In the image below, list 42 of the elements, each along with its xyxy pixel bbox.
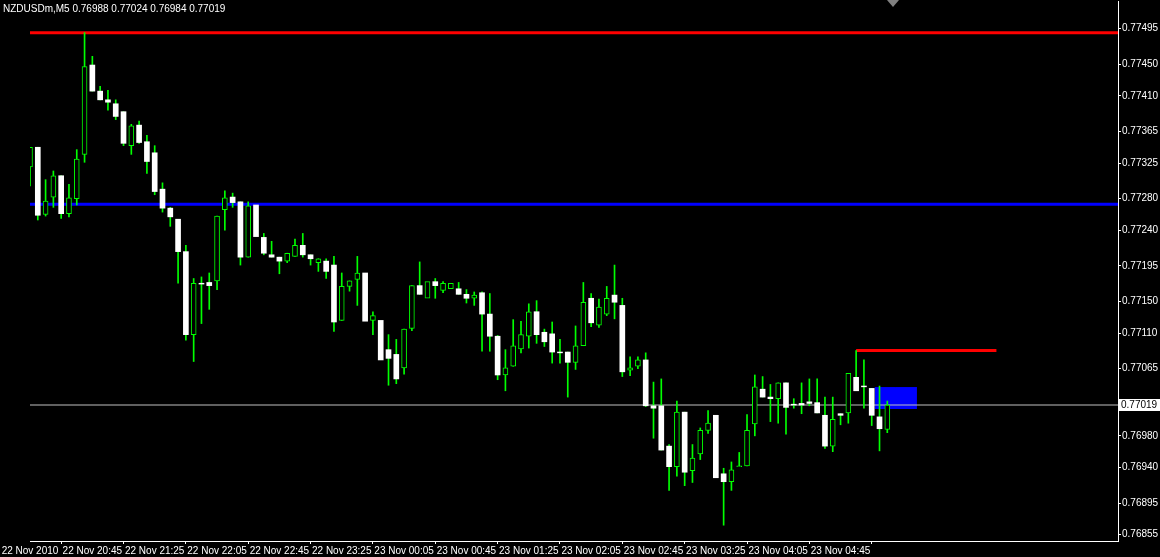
candlestick (253, 204, 259, 237)
x-tick-label: 22 Nov 20:45 (62, 544, 123, 556)
y-tick-label: 0.77150 (1122, 295, 1159, 307)
y-tick-label: 0.77280 (1122, 192, 1159, 204)
x-tick-label: 22 Nov 21:25 (124, 544, 185, 556)
x-tick-label: 22 Nov 22:45 (249, 544, 310, 556)
x-tick-label: 23 Nov 00:45 (436, 544, 497, 556)
x-tick-label: 22 Nov 23:25 (312, 544, 372, 556)
x-tick-label: 22 Nov 22:05 (187, 544, 248, 556)
candlestick (370, 311, 376, 335)
x-tick-label: 23 Nov 04:45 (810, 544, 871, 556)
chart-title: NZDUSDm,M5 0.76988 0.77024 0.76984 0.77019 (3, 2, 226, 14)
candlestick (448, 282, 454, 290)
candlestick (105, 90, 111, 111)
candlestick (206, 272, 213, 310)
y-tick-label: 0.76855 (1122, 528, 1159, 540)
y-tick-label: 0.77240 (1122, 224, 1159, 236)
x-tick-label: 22 Nov 2010 (1, 544, 59, 556)
ref-line-label: 0.77019 (1121, 398, 1158, 410)
y-tick-label: 0.77410 (1122, 89, 1159, 101)
x-tick-label: 23 Nov 02:45 (623, 544, 684, 556)
x-tick-label: 23 Nov 02:05 (561, 544, 622, 556)
candlestick (362, 272, 368, 322)
candlestick (736, 452, 743, 468)
y-tick-label: 0.76980 (1122, 429, 1159, 441)
y-tick-label: 0.76940 (1122, 461, 1159, 473)
y-tick-label: 0.77365 (1122, 125, 1159, 137)
y-tick-label: 0.77065 (1122, 362, 1159, 374)
y-tick-label: 0.77110 (1122, 326, 1158, 338)
x-tick-label: 23 Nov 00:05 (374, 544, 435, 556)
y-tick-label: 0.76895 (1122, 496, 1159, 508)
y-tick-label: 0.77325 (1122, 156, 1159, 168)
candlestick (432, 278, 439, 299)
y-tick-label: 0.77195 (1122, 259, 1159, 271)
x-tick-label: 23 Nov 04:05 (748, 544, 809, 556)
x-tick-label: 23 Nov 03:25 (686, 544, 747, 556)
y-tick-label: 0.77495 (1122, 22, 1159, 34)
candlestick (377, 320, 384, 361)
candlestick (713, 414, 719, 479)
candlestick (627, 356, 633, 377)
y-tick-label: 0.77450 (1122, 58, 1159, 69)
x-tick-label: 23 Nov 01:25 (499, 544, 559, 556)
